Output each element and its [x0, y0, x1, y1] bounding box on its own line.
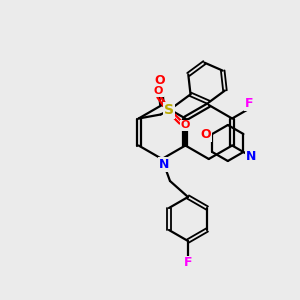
- Text: O: O: [155, 74, 165, 86]
- Text: N: N: [246, 150, 256, 163]
- Text: O: O: [200, 128, 211, 140]
- Text: S: S: [164, 103, 174, 118]
- Text: F: F: [184, 256, 192, 269]
- Text: O: O: [181, 121, 190, 130]
- Text: F: F: [245, 97, 254, 110]
- Text: N: N: [159, 158, 169, 170]
- Text: O: O: [154, 86, 163, 97]
